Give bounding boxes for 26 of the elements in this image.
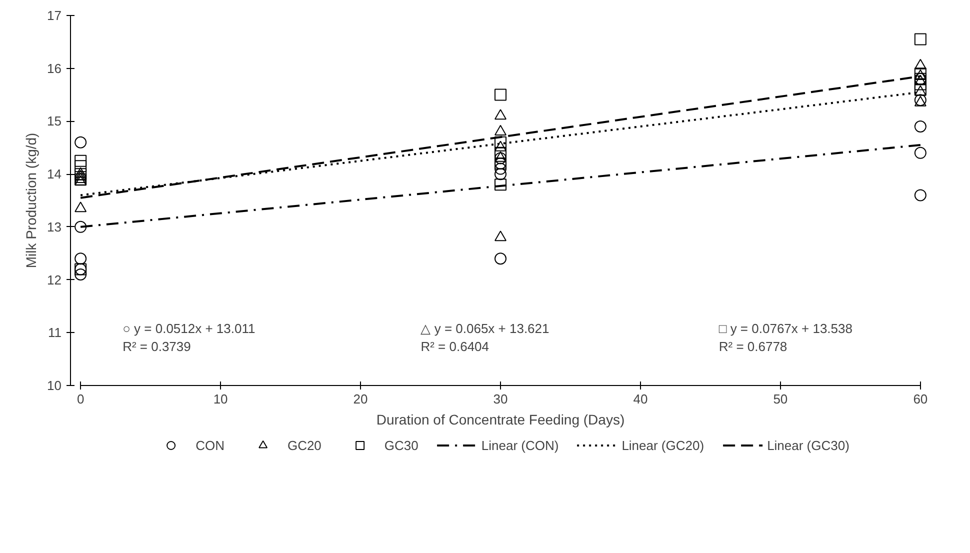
y-tick-label: 14 [47, 166, 62, 182]
x-tick-label: 0 [76, 392, 84, 406]
legend-label: Linear (CON) [481, 438, 559, 452]
y-tick-label: 12 [47, 272, 62, 288]
legend-label: Linear (GC30) [767, 438, 850, 452]
x-tick-label: 30 [493, 392, 508, 406]
annotation: □ y = 0.0767x + 13.538 R² = 0.6778 [718, 321, 852, 354]
legend-label: CON [196, 438, 224, 452]
x-tick-label: 20 [353, 392, 368, 406]
legend-label: GC30 [384, 438, 418, 452]
annotation: ○ y = 0.0512x + 13.011 R² = 0.3739 [122, 321, 256, 354]
x-tick-label: 60 [913, 392, 928, 406]
annotation: △ y = 0.065x + 13.621 R² = 0.6404 [420, 321, 550, 354]
y-axis-title: Milk Production (kg/d) [23, 132, 40, 268]
x-tick-label: 50 [773, 392, 788, 406]
x-axis-title: Duration of Concentrate Feeding (Days) [376, 412, 625, 428]
y-tick-label: 10 [47, 378, 62, 393]
legend-label: GC20 [287, 438, 322, 452]
y-tick-label: 13 [47, 219, 62, 234]
legend-label: Linear (GC20) [622, 438, 704, 452]
y-tick-label: 17 [47, 8, 62, 23]
x-tick-label: 10 [213, 392, 228, 406]
x-tick-label: 40 [633, 392, 648, 406]
y-tick-label: 11 [48, 325, 62, 340]
y-tick-label: 16 [47, 60, 62, 76]
y-tick-label: 15 [47, 114, 62, 129]
